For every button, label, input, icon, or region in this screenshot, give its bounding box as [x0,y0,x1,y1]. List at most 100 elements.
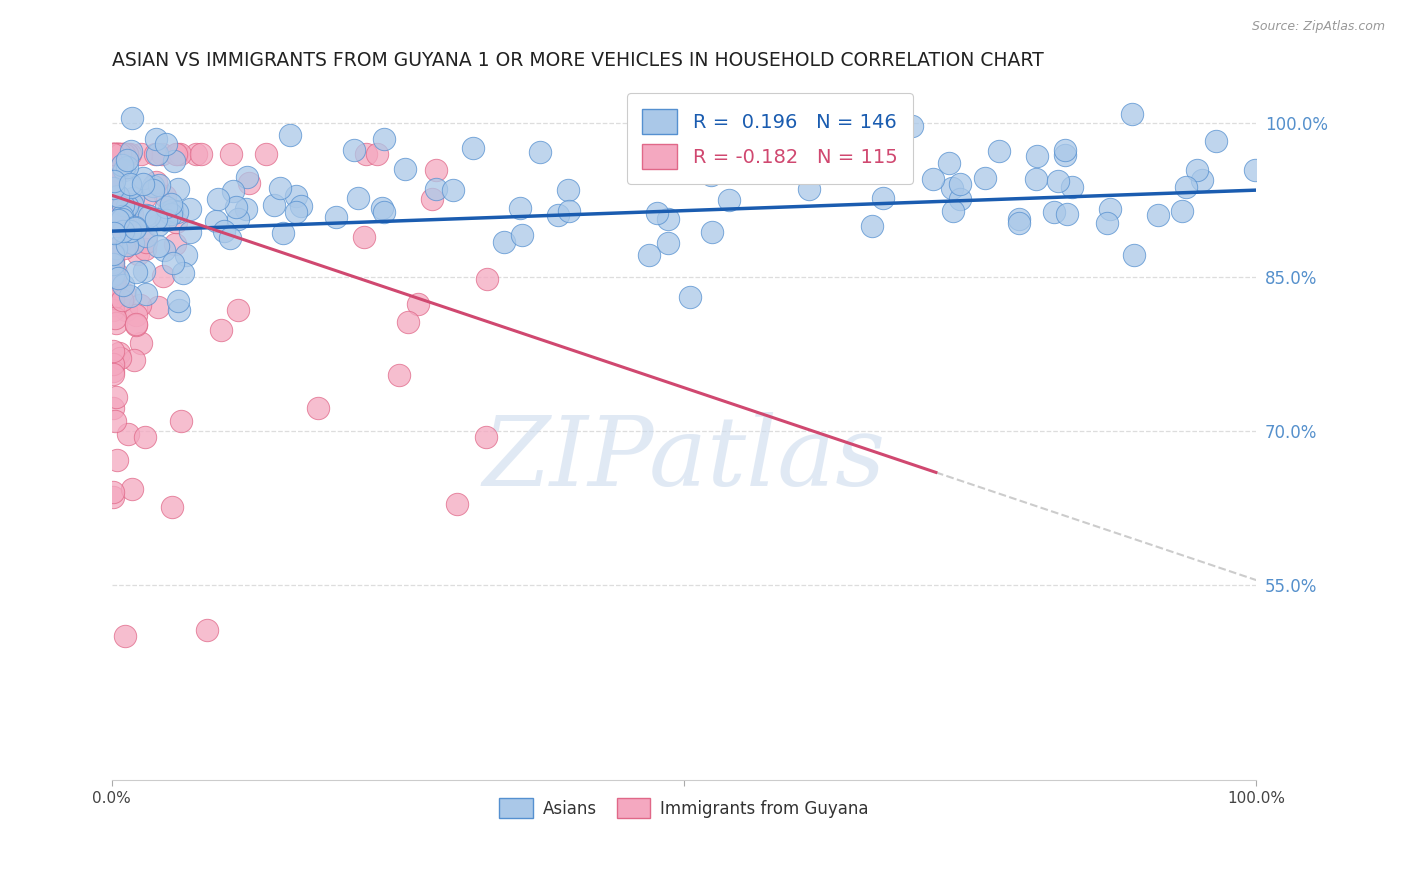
Point [127,247,149,261]
Point [159,197,181,211]
Point [114,629,136,643]
Point [160,500,183,514]
Point [135,235,157,249]
Point [101,490,124,504]
Legend: Asians, Immigrants from Guyana: Asians, Immigrants from Guyana [492,792,876,824]
Point [366,147,388,161]
Point [163,237,186,252]
Point [148,178,170,192]
Point [938,155,960,169]
Point [111,147,134,161]
Point [172,266,194,280]
Point [152,269,174,284]
Point [101,147,124,161]
Point [155,136,177,151]
Point [373,132,395,146]
Point [101,167,124,181]
Point [162,255,184,269]
Point [219,230,242,244]
Point [101,485,124,500]
Point [509,201,531,215]
Point [862,219,884,233]
Point [112,147,135,161]
Point [117,153,139,167]
Point [104,155,127,169]
Point [122,353,145,368]
Point [101,268,124,282]
Point [104,147,127,161]
Point [101,363,124,377]
Point [104,311,127,326]
Point [1054,147,1077,161]
Point [132,264,155,278]
Point [115,238,138,252]
Point [104,278,127,293]
Point [941,181,963,195]
Point [105,316,128,330]
Point [373,205,395,219]
Point [129,298,152,312]
Point [104,241,127,255]
Point [510,227,533,242]
Point [226,212,249,227]
Point [547,208,569,222]
Point [115,147,138,161]
Point [475,272,498,286]
Point [1025,172,1047,186]
Point [105,266,128,280]
Point [148,239,170,253]
Point [111,158,134,172]
Point [101,252,124,267]
Point [115,302,138,317]
Point [101,254,124,268]
Point [700,225,723,239]
Point [104,202,127,217]
Point [900,120,922,134]
Point [271,226,294,240]
Point [101,257,124,271]
Point [101,205,124,219]
Point [1098,202,1121,216]
Point [657,236,679,251]
Point [406,297,429,311]
Point [443,183,465,197]
Point [108,147,131,161]
Point [988,144,1011,158]
Point [115,160,138,174]
Point [150,147,173,161]
Point [356,147,378,161]
Point [111,293,134,307]
Point [134,242,156,256]
Point [557,183,579,197]
Point [146,219,169,233]
Point [111,210,134,224]
Point [1174,179,1197,194]
Point [121,111,143,125]
Point [108,346,131,360]
Point [118,289,141,303]
Point [117,147,139,161]
Point [101,401,124,416]
Text: Source: ZipAtlas.com: Source: ZipAtlas.com [1251,20,1385,33]
Point [105,147,128,161]
Point [949,192,972,206]
Point [225,200,247,214]
Point [125,317,148,331]
Point [105,147,128,161]
Point [121,482,143,496]
Point [1060,180,1083,194]
Point [474,430,496,444]
Point [134,190,156,204]
Point [129,336,152,351]
Point [638,247,661,261]
Point [101,265,124,279]
Point [110,147,132,161]
Point [143,147,166,161]
Point [872,191,894,205]
Point [155,212,177,227]
Point [165,215,187,229]
Point [1191,173,1213,187]
Point [325,210,347,224]
Point [103,367,125,381]
Point [121,235,143,250]
